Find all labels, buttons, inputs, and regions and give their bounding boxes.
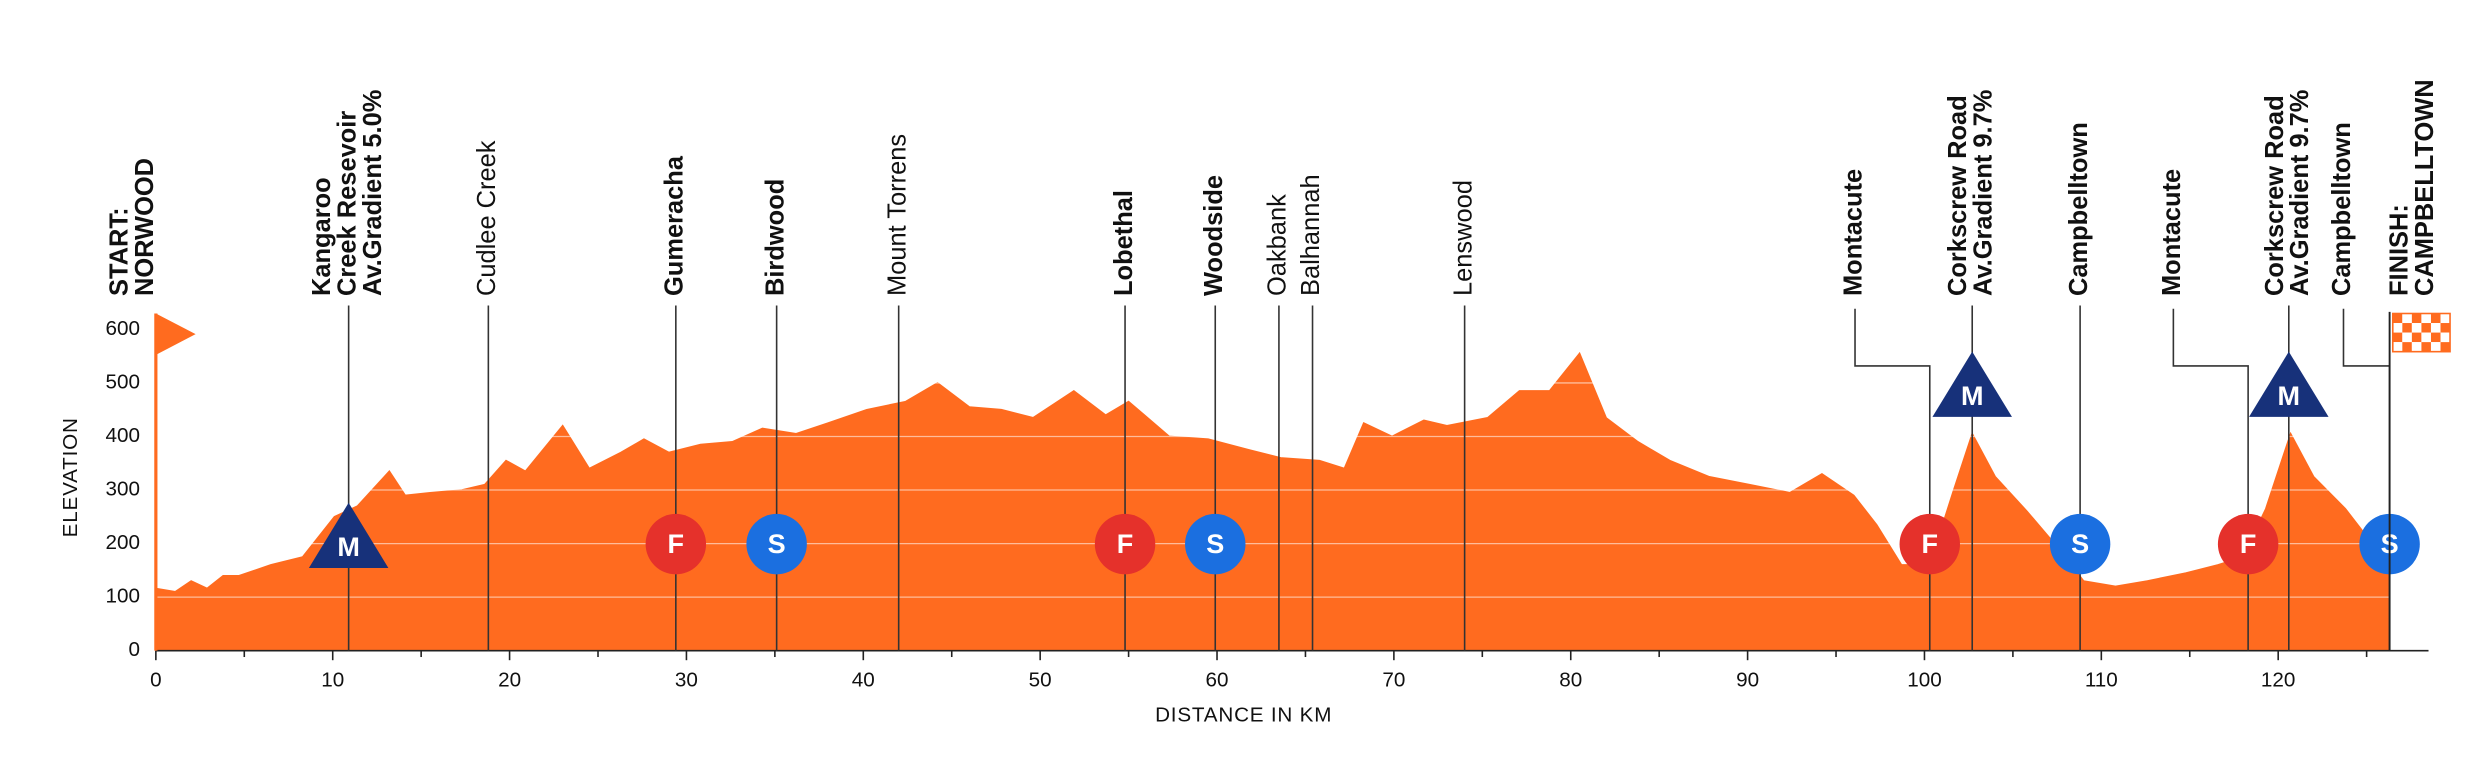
place-label: Campbelltown — [2065, 122, 2093, 296]
place-label: Cudlee Creek — [473, 140, 501, 296]
x-tick-label: 40 — [852, 668, 875, 691]
icon-text: F — [1117, 529, 1134, 559]
place-label: START: — [106, 207, 134, 296]
place-label: Av.Gradient 5.0% — [359, 90, 387, 296]
place-label: Kangaroo — [308, 177, 336, 296]
icon-text: F — [1922, 529, 1939, 559]
place-label: Montacute — [1840, 169, 1868, 296]
flag-square — [2430, 342, 2441, 352]
place-label: Lenswood — [1449, 180, 1477, 296]
flag-square — [2440, 332, 2451, 343]
x-tick-label: 80 — [1559, 668, 1582, 691]
place-line — [2172, 308, 2249, 651]
flag-square — [2392, 313, 2403, 324]
place-label: Montacute — [2158, 169, 2186, 296]
flag-square — [2392, 323, 2403, 333]
flag-square — [2411, 313, 2422, 324]
flag-square — [2440, 342, 2451, 352]
place-label: Balhannah — [1297, 174, 1325, 296]
place-label: Av.Gradient 9.7% — [1970, 90, 1998, 296]
flag-square — [2440, 313, 2451, 324]
place-label: Campbelltown — [2328, 122, 2356, 296]
flag-square — [2421, 323, 2431, 333]
y-axis-title: ELEVATION — [59, 417, 82, 537]
flag-border — [2391, 312, 2451, 353]
sprint-icon — [1185, 513, 1246, 575]
sprint-icon — [746, 513, 807, 575]
y-tick-label: 500 — [105, 370, 139, 393]
flag-square — [2402, 332, 2412, 343]
x-tick-label: 100 — [1907, 668, 1941, 691]
y-tick-label: 600 — [105, 317, 139, 340]
flag-square — [2440, 323, 2451, 333]
climb-icon — [308, 502, 389, 568]
place-label: Woodside — [1200, 175, 1228, 296]
place-line — [1854, 308, 1931, 651]
sprint-icon — [2049, 513, 2111, 575]
icon-text: S — [2071, 529, 2089, 559]
climb-icon-text: M — [1961, 381, 1984, 411]
x-tick-label: 110 — [2085, 668, 2118, 691]
x-tick-label: 90 — [1736, 668, 1759, 691]
feed-icon — [1899, 513, 1960, 575]
flag-square — [2402, 342, 2412, 352]
y-tick-label: 300 — [105, 477, 139, 500]
x-tick-label: 120 — [2261, 668, 2295, 691]
x-tick-label: 50 — [1029, 668, 1052, 691]
x-tick-label: 60 — [1206, 668, 1229, 691]
profile-fill — [155, 353, 2390, 651]
finish-flag — [2391, 312, 2451, 353]
y-tick-label: 100 — [105, 585, 139, 608]
place-label: CAMPBELLTOWN — [2411, 79, 2439, 296]
flag-square — [2430, 323, 2441, 333]
climb-icon-text: M — [337, 532, 360, 562]
y-tick-label: 400 — [105, 424, 139, 447]
place-label: Gumeracha — [661, 155, 689, 296]
place-label: FINISH: — [2385, 204, 2413, 296]
icon-text: F — [2240, 529, 2257, 559]
flag-square — [2421, 342, 2431, 352]
flag-square — [2402, 323, 2412, 333]
flag-square — [2411, 323, 2422, 333]
flag-square — [2421, 313, 2431, 324]
flag-square — [2411, 332, 2422, 343]
x-axis-title: DISTANCE IN KM — [1155, 703, 1332, 726]
x-tick-label: 10 — [321, 668, 344, 691]
place-label: Birdwood — [761, 179, 789, 296]
flag-square — [2392, 332, 2403, 343]
x-tick-label: 20 — [498, 668, 521, 691]
flag-square — [2402, 313, 2412, 324]
climb-icon-text: M — [2278, 381, 2301, 411]
start-flag — [155, 313, 196, 355]
place-label: Oakbank — [1264, 194, 1292, 296]
feed-icon — [2217, 513, 2279, 575]
x-tick-label: 0 — [150, 668, 162, 691]
icon-text: S — [768, 529, 786, 559]
flag-square — [2392, 342, 2403, 352]
flag-square — [2421, 332, 2431, 343]
flag-square — [2411, 342, 2422, 352]
place-label: Creek Resevoir — [333, 111, 361, 296]
climb-icon — [2249, 351, 2329, 417]
y-tick-label: 200 — [105, 531, 139, 554]
feed-icon — [1094, 513, 1156, 575]
place-label: NORWOOD — [131, 158, 159, 296]
place-label: Corkscrew Road — [2261, 95, 2289, 296]
place-label: Av.Gradient 9.7% — [2286, 90, 2314, 296]
icon-text: F — [668, 529, 685, 559]
place-label: Corkscrew Road — [1944, 95, 1972, 296]
climb-icon — [1932, 351, 2012, 417]
place-label: Lobethal — [1110, 190, 1138, 296]
flag-square — [2430, 313, 2441, 324]
x-tick-label: 70 — [1382, 668, 1405, 691]
feed-icon — [645, 513, 707, 575]
x-tick-label: 30 — [675, 668, 698, 691]
flag-square — [2430, 332, 2441, 343]
y-tick-label: 0 — [128, 638, 140, 661]
place-label: Mount Torrens — [883, 134, 911, 296]
icon-text: S — [1206, 529, 1224, 559]
